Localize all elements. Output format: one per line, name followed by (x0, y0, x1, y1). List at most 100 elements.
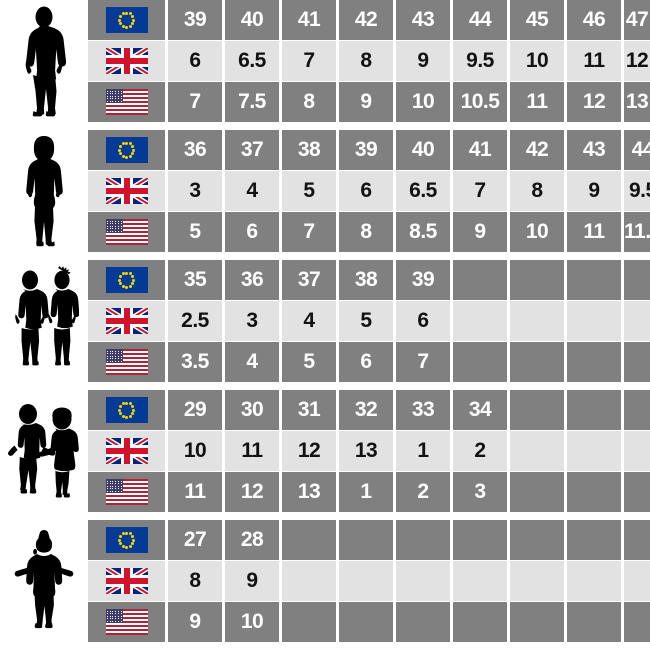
size-cell: 10.5 (453, 82, 507, 122)
size-cell (453, 561, 507, 601)
size-cell: 41 (282, 0, 336, 40)
size-cell: 33 (396, 390, 450, 430)
region-flag-cell-uk (88, 561, 165, 601)
us-flag-icon (105, 479, 148, 505)
size-cell: 9 (567, 171, 621, 211)
size-cell: 6 (339, 342, 393, 382)
size-cell: 8.5 (396, 212, 450, 252)
size-cell: 12 (282, 431, 336, 471)
size-cell: 39 (339, 130, 393, 170)
size-cell (624, 342, 650, 382)
table-row: 39 40 41 42 43 44 45 46 47 (88, 0, 650, 40)
region-flag-cell-uk (88, 41, 165, 81)
size-cell: 11.5 (624, 212, 650, 252)
size-rows: 35 36 37 38 39 2.5 3 4 5 6 3.5 4 5 6 7 (88, 260, 650, 382)
size-cell: 6.5 (396, 171, 450, 211)
size-cell: 10 (510, 41, 564, 81)
size-cell: 47 (624, 0, 650, 40)
size-cell: 4 (225, 342, 279, 382)
size-cell: 9 (168, 602, 222, 642)
size-cell: 13 (282, 472, 336, 512)
woman-silhouette (26, 136, 63, 247)
region-flag-cell-eu (88, 520, 165, 560)
size-cell: 6 (168, 41, 222, 81)
size-cell: 2.5 (168, 301, 222, 341)
size-cell: 10 (225, 602, 279, 642)
size-group-toddlers: 27 28 8 9 9 10 (0, 520, 650, 642)
size-cell (510, 260, 564, 300)
toddler-silhouette (14, 529, 74, 628)
teens-silhouette (0, 260, 88, 382)
size-cell: 8 (339, 212, 393, 252)
size-cell (567, 520, 621, 560)
region-flag-cell-us (88, 212, 165, 252)
size-cell (510, 301, 564, 341)
size-cell: 42 (339, 0, 393, 40)
size-cell (396, 602, 450, 642)
size-cell (567, 390, 621, 430)
us-flag-icon (105, 219, 148, 245)
table-row: 29 30 31 32 33 34 (88, 390, 650, 430)
region-flag-cell-us (88, 82, 165, 122)
eu-flag-icon (105, 267, 148, 293)
size-cell: 7 (168, 82, 222, 122)
uk-flag-icon (105, 568, 148, 594)
children-pair-silhouette (15, 266, 79, 366)
size-cell: 11 (567, 41, 621, 81)
size-cell: 6.5 (225, 41, 279, 81)
size-rows: 36373839404142434434566.57899.556788.591… (88, 130, 650, 252)
size-cell: 10 (396, 82, 450, 122)
man-silhouette (0, 0, 88, 122)
size-cell: 12 (225, 472, 279, 512)
eu-flag-icon (105, 137, 148, 163)
size-cell (510, 561, 564, 601)
us-flag-icon (105, 609, 148, 635)
eu-flag-icon (105, 7, 148, 33)
size-cell: 2 (453, 431, 507, 471)
size-cell: 3.5 (168, 342, 222, 382)
size-cell: 7 (396, 342, 450, 382)
size-cell: 36 (225, 260, 279, 300)
size-cell: 13 (339, 431, 393, 471)
children-pair-silhouette (7, 404, 79, 498)
table-row: 9 10 (88, 602, 650, 642)
size-cell: 31 (282, 390, 336, 430)
table-row: 27 28 (88, 520, 650, 560)
children-silhouette (0, 390, 88, 512)
size-rows: 39 40 41 42 43 44 45 46 47 6 6.5 7 8 9 9.5 10 11 12 7 7.5 8 9… (88, 0, 650, 122)
size-cell (510, 390, 564, 430)
size-cell: 10 (168, 431, 222, 471)
size-cell: 8 (510, 171, 564, 211)
size-cell: 38 (282, 130, 336, 170)
size-cell: 37 (225, 130, 279, 170)
region-flag-cell-eu (88, 0, 165, 40)
size-cell: 36 (168, 130, 222, 170)
table-row: 2.5 3 4 5 6 (88, 301, 650, 341)
region-flag-cell-eu (88, 390, 165, 430)
size-cell: 46 (567, 0, 621, 40)
woman-silhouette (0, 130, 88, 252)
size-cell: 3 (453, 472, 507, 512)
size-cell: 40 (396, 130, 450, 170)
size-cell: 11 (225, 431, 279, 471)
toddler-silhouette (0, 520, 88, 642)
size-cell: 8 (168, 561, 222, 601)
size-cell (396, 561, 450, 601)
size-cell: 32 (339, 390, 393, 430)
size-cell (339, 602, 393, 642)
size-cell: 11 (168, 472, 222, 512)
region-flag-cell-us (88, 602, 165, 642)
size-cell: 13 (624, 82, 650, 122)
size-cell: 43 (567, 130, 621, 170)
size-cell (567, 342, 621, 382)
region-flag-cell-uk (88, 301, 165, 341)
size-cell (339, 561, 393, 601)
size-cell: 4 (282, 301, 336, 341)
size-cell (282, 602, 336, 642)
size-cell (567, 561, 621, 601)
size-cell (567, 301, 621, 341)
size-cell (624, 520, 650, 560)
size-cell: 11 (567, 212, 621, 252)
